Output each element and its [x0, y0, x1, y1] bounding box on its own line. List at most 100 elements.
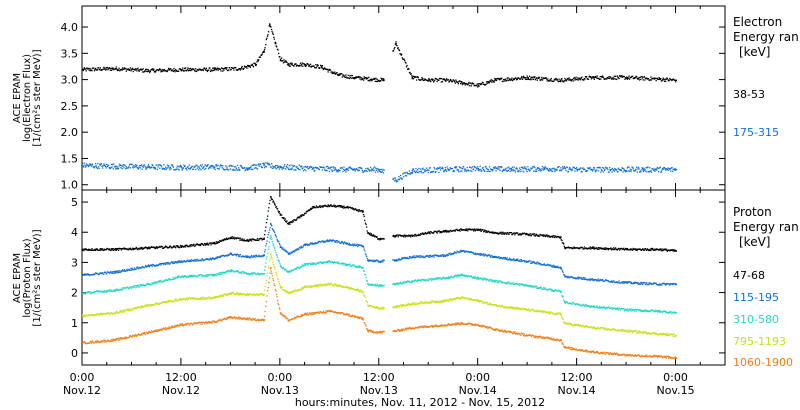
proton-data-point [188, 276, 190, 278]
electron-data-point [458, 171, 460, 173]
proton-data-point [508, 281, 510, 283]
proton-data-point [624, 249, 626, 251]
proton-data-point [264, 269, 266, 271]
proton-data-point [526, 232, 528, 235]
proton-data-point [190, 259, 193, 261]
proton-data-point [164, 246, 166, 248]
proton-data-point [171, 261, 173, 263]
electron-data-point [160, 69, 163, 71]
electron-data-point [639, 76, 641, 78]
electron-x-ticks [81, 6, 726, 190]
electron-data-point [176, 167, 178, 169]
electron-data-point [442, 168, 444, 170]
electron-data-point [524, 77, 526, 79]
proton-data-point [580, 277, 582, 279]
electron-data-point [394, 177, 396, 179]
proton-data-point [353, 264, 355, 266]
proton-data-point [461, 250, 463, 252]
proton-data-point [263, 237, 265, 239]
electron-data-point [102, 68, 104, 70]
electron-data-point [533, 76, 535, 79]
proton-data-point [361, 244, 363, 246]
electron-data-point [84, 68, 87, 70]
proton-data-point [450, 253, 452, 256]
electron-data-point [411, 75, 413, 77]
proton-data-point [590, 278, 592, 280]
proton-data-point [367, 232, 369, 234]
proton-data-point [194, 259, 196, 261]
proton-ytick-label: 5 [71, 196, 78, 209]
electron-data-point [555, 168, 557, 170]
proton-data-point [308, 244, 310, 246]
electron-data-point [203, 168, 206, 171]
proton-data-point [212, 242, 214, 245]
electron-data-point [601, 76, 603, 78]
electron-data-point [84, 164, 86, 166]
proton-data-point [96, 248, 98, 250]
electron-data-point [541, 76, 543, 79]
proton-data-point [601, 248, 603, 250]
electron-data-point [302, 65, 304, 67]
proton-data-point [604, 280, 606, 282]
electron-data-point [420, 168, 422, 170]
electron-data-point [645, 166, 647, 169]
electron-data-point [123, 68, 125, 70]
proton-data-point [155, 281, 157, 283]
electron-data-point [604, 169, 606, 171]
proton-data-point [130, 267, 132, 270]
electron-data-point [186, 70, 188, 72]
electron-data-point [563, 81, 565, 83]
electron-data-point [128, 165, 130, 167]
proton-data-point [160, 264, 162, 266]
electron-data-point [491, 169, 493, 171]
electron-data-point [293, 169, 295, 171]
electron-data-point [364, 77, 366, 80]
electron-data-point [406, 171, 408, 174]
electron-data-point [505, 167, 507, 169]
proton-data-point [110, 249, 112, 251]
electron-data-point [408, 173, 410, 175]
electron-data-point [82, 164, 84, 167]
electron-data-point [455, 167, 457, 169]
electron-data-point [328, 170, 330, 173]
proton-data-point [465, 250, 468, 252]
electron-data-point [512, 79, 514, 81]
electron-data-point [533, 165, 535, 167]
electron-data-point [167, 166, 169, 168]
proton-data-point [518, 233, 521, 235]
proton-data-point [249, 239, 252, 241]
electron-data-point [504, 80, 506, 82]
proton-data-point [446, 253, 448, 255]
proton-data-point [577, 278, 580, 280]
proton-data-point [414, 255, 416, 257]
electron-data-point [569, 78, 571, 80]
proton-data-point [233, 238, 236, 240]
proton-data-point [188, 260, 190, 263]
electron-data-point [275, 45, 277, 47]
proton-data-point [604, 248, 607, 251]
proton-data-point [319, 206, 322, 209]
electron-data-point [640, 171, 642, 173]
electron-data-point [465, 169, 467, 171]
electron-ytick-label: 1.0 [61, 179, 79, 192]
proton-data-point [405, 281, 408, 283]
electron-data-point [653, 78, 656, 80]
electron-data-point [497, 166, 499, 168]
proton-data-point [473, 230, 475, 232]
proton-data-point [669, 284, 671, 286]
proton-data-point [275, 251, 277, 254]
electron-data-point [83, 68, 85, 70]
proton-data-point [307, 264, 309, 266]
electron-data-point [438, 79, 440, 81]
electron-data-point [668, 79, 670, 82]
electron-data-point [96, 167, 98, 170]
electron-data-point [495, 78, 497, 80]
electron-data-point [610, 168, 613, 170]
proton-data-point [458, 274, 461, 276]
proton-data-point [84, 292, 87, 295]
proton-data-point [358, 265, 360, 267]
proton-data-point [485, 279, 488, 281]
electron-data-point [97, 67, 100, 69]
proton-data-point [272, 243, 274, 245]
proton-data-point [494, 232, 496, 234]
